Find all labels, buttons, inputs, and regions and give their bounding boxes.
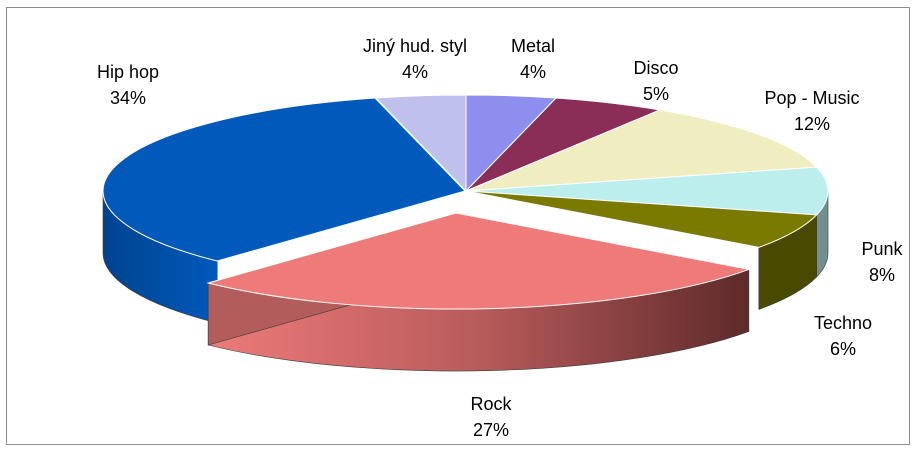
slice-value-disco: 5%	[643, 84, 669, 104]
slice-value-rock: 27%	[473, 420, 509, 440]
slice-label-techno: Techno	[814, 313, 872, 333]
slice-value-jin-hud-styl: 4%	[402, 62, 428, 82]
slice-value-metal: 4%	[520, 62, 546, 82]
slice-value-hip-hop: 34%	[110, 88, 146, 108]
slice-label-metal: Metal	[511, 36, 555, 56]
slice-label-rock: Rock	[470, 394, 512, 414]
slice-label-jin-hud-styl: Jiný hud. styl	[363, 36, 467, 56]
slice-value-punk: 8%	[869, 265, 895, 285]
slice-value-techno: 6%	[830, 339, 856, 359]
slice-label-punk: Punk	[861, 239, 903, 259]
slice-value-pop-music: 12%	[794, 114, 830, 134]
slice-label-hip-hop: Hip hop	[97, 62, 159, 82]
slice-label-disco: Disco	[633, 58, 678, 78]
slice-label-pop-music: Pop - Music	[764, 88, 859, 108]
